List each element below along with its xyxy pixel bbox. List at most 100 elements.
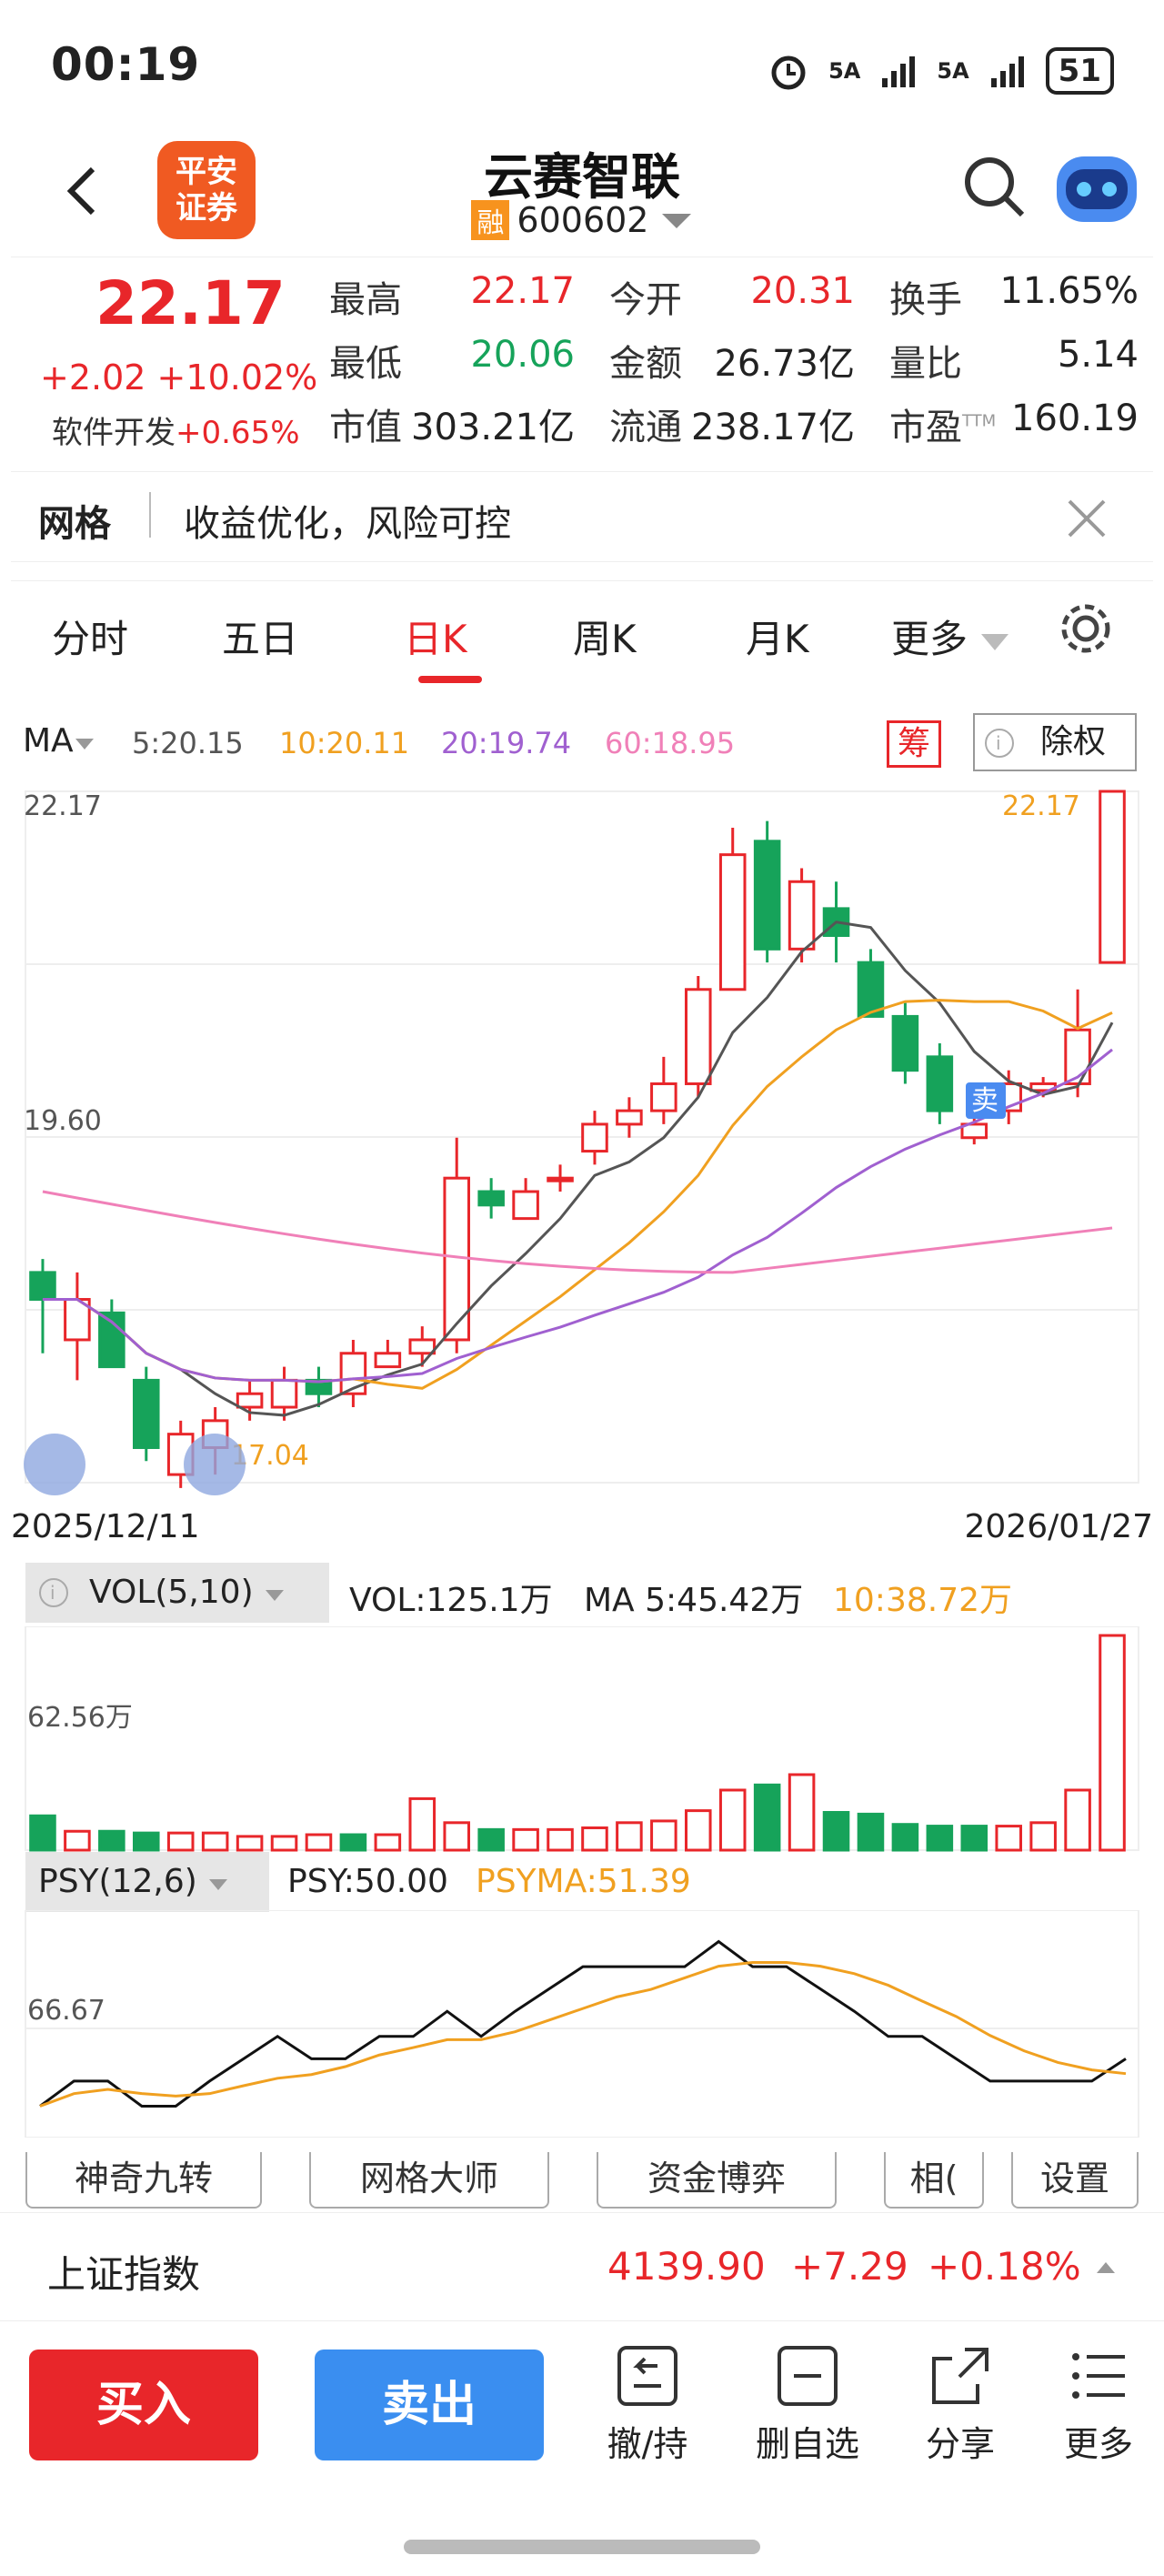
- volume-chart[interactable]: 62.56万: [0, 1626, 1164, 1852]
- margin-badge: 融: [471, 200, 510, 240]
- psy-header: PSY(12,6) PSY:50.00 PSYMA:51.39: [25, 1852, 1153, 1916]
- vol-frame: [25, 1626, 1139, 1851]
- gear-icon[interactable]: [1057, 599, 1115, 658]
- back-icon[interactable]: [64, 164, 100, 233]
- buy-button[interactable]: 买入: [29, 2350, 258, 2460]
- ma5-value: 5:20.15: [132, 726, 244, 760]
- indicator-grid-master[interactable]: 网格大师: [309, 2152, 549, 2209]
- vol-ma10: 10:38.72万: [833, 1582, 1012, 1619]
- volume-bar: [822, 1810, 850, 1852]
- remove-watchlist-button[interactable]: 删自选: [753, 2344, 862, 2466]
- candle-body: [616, 1109, 643, 1126]
- cancel-hold-button[interactable]: 撤/持: [593, 2344, 702, 2466]
- sector-change[interactable]: 软件开发+0.65%: [52, 415, 300, 451]
- info-icon: i: [985, 729, 1014, 758]
- quote-value: 20.06: [470, 334, 575, 376]
- y-high-label: 22.17: [24, 790, 102, 822]
- stock-header: 平安 证券 云赛智联 融 600602: [0, 136, 1164, 255]
- info-icon: i: [39, 1578, 68, 1607]
- chevron-down-icon: [209, 1879, 228, 1890]
- fullscreen-icon: [184, 1434, 246, 1495]
- volume-bar: [753, 1783, 781, 1852]
- home-indicator[interactable]: [404, 2540, 760, 2554]
- settings-button[interactable]: 设置: [1011, 2152, 1139, 2209]
- candle-body: [581, 1122, 608, 1153]
- expand-icon: [24, 1434, 85, 1495]
- chevron-down-icon: [266, 1590, 285, 1601]
- ma5-line: [42, 921, 1114, 1417]
- volume-bar: [98, 1829, 125, 1852]
- candle-body: [305, 1378, 333, 1395]
- quote-value: 20.31: [750, 270, 855, 312]
- candle-body: [133, 1378, 160, 1449]
- chevron-down-icon: [75, 739, 94, 750]
- quote-label: 最高: [329, 279, 402, 321]
- end-date: 2026/01/27: [964, 1508, 1154, 1545]
- volume-bar: [1064, 1788, 1091, 1852]
- quote-panel: 22.17 +2.02 +10.02% 软件开发+0.65% 最高 22.17 今开…: [11, 257, 1153, 461]
- candle-body: [685, 988, 712, 1085]
- candle-body: [891, 1014, 919, 1072]
- psy-chart[interactable]: 66.67: [0, 1910, 1164, 2138]
- index-value: 4139.90: [607, 2244, 766, 2289]
- indicator-related[interactable]: 相(: [884, 2152, 984, 2209]
- volume-bar: [581, 1826, 608, 1852]
- signal-bars-icon: [882, 56, 916, 87]
- vol-header: i VOL(5,10) VOL:125.1万 MA 5:45.42万 10:38.…: [25, 1563, 1153, 1626]
- exright-button[interactable]: i 除权: [973, 713, 1137, 771]
- tab-intraday[interactable]: 分时: [52, 617, 129, 661]
- volume-bar: [960, 1825, 988, 1852]
- quote-value: 11.65%: [999, 270, 1139, 312]
- volume-bar: [339, 1833, 367, 1852]
- grid-banner[interactable]: 网格 收益优化，风险可控: [11, 471, 1153, 562]
- banner-tag: 网格: [38, 503, 111, 545]
- index-bar[interactable]: 上证指数 4139.90 +7.29 +0.18%: [0, 2212, 1164, 2321]
- volume-bar: [201, 1831, 229, 1852]
- volume-bar: [305, 1833, 333, 1852]
- search-icon[interactable]: [962, 155, 1026, 218]
- tab-daily-k[interactable]: 日K: [404, 617, 467, 661]
- volume-bar: [995, 1825, 1022, 1852]
- quote-label: 市盈TTM: [889, 407, 997, 448]
- stock-code-selector[interactable]: 融 600602: [0, 200, 1164, 240]
- tab-monthly-k[interactable]: 月K: [746, 617, 809, 661]
- tab-weekly-k[interactable]: 周K: [573, 617, 637, 661]
- status-time: 00:19: [51, 38, 201, 91]
- psy-selector[interactable]: PSY(12,6): [25, 1852, 269, 1912]
- vol-selector[interactable]: i VOL(5,10): [25, 1563, 329, 1623]
- sell-button[interactable]: 卖出: [315, 2350, 544, 2460]
- psy-line: [39, 1939, 1127, 2108]
- psy-frame: [25, 1910, 1139, 2138]
- price-change: +2.02 +10.02%: [40, 357, 318, 397]
- volume-bar: [166, 1831, 195, 1852]
- share-icon: [932, 2348, 988, 2404]
- volume-bar: [408, 1796, 436, 1852]
- tab-more[interactable]: 更多: [891, 609, 1010, 664]
- volume-bar: [788, 1773, 816, 1852]
- tab-five-day[interactable]: 五日: [222, 617, 299, 661]
- banner-text: 收益优化，风险可控: [184, 503, 511, 545]
- volume-bar: [29, 1814, 56, 1852]
- signal-bars-icon: [990, 56, 1024, 87]
- assistant-robot-icon[interactable]: [1057, 156, 1137, 222]
- ma-selector[interactable]: MA: [23, 722, 95, 760]
- candle-body: [753, 840, 781, 951]
- more-button[interactable]: 更多: [1044, 2344, 1153, 2466]
- chevron-up-icon[interactable]: [1095, 2259, 1117, 2275]
- indicator-nine-turn[interactable]: 神奇九转: [25, 2152, 262, 2209]
- share-button[interactable]: 分享: [906, 2344, 1015, 2466]
- candle-body: [926, 1055, 954, 1112]
- sell-badge: 卖: [971, 1085, 998, 1117]
- period-tabs: 分时 五日 日K 周K 月K 更多: [11, 580, 1153, 689]
- indicator-capital-game[interactable]: 资金博弈: [597, 2152, 837, 2209]
- volume-bar: [650, 1819, 677, 1852]
- close-icon[interactable]: [1066, 498, 1108, 539]
- candle-body: [408, 1338, 436, 1355]
- chip-button[interactable]: 筹: [887, 720, 941, 768]
- candle-body: [477, 1190, 505, 1207]
- volume-bar: [64, 1829, 91, 1852]
- quote-value: 238.17亿: [691, 407, 855, 448]
- ma20-line: [42, 1048, 1113, 1384]
- candle-body: [547, 1176, 574, 1182]
